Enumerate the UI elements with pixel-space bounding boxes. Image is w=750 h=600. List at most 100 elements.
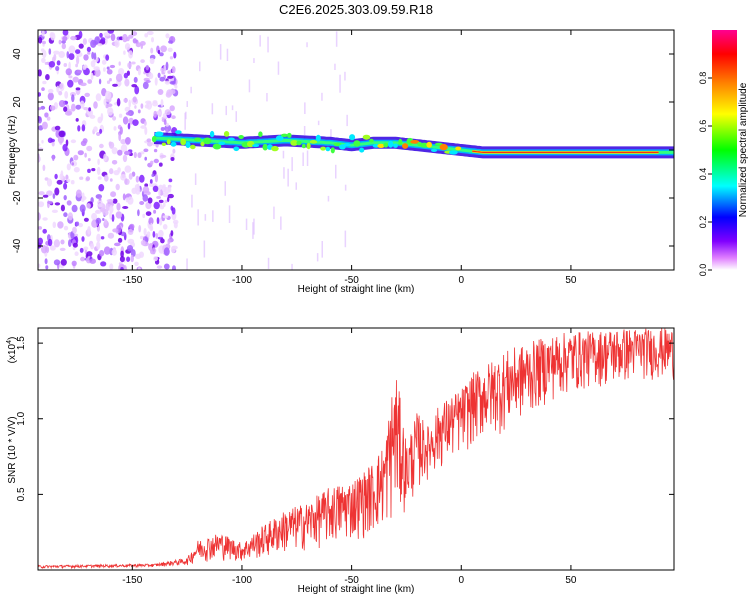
spectrogram-noise-cell [117, 237, 123, 243]
snr-x-label: Height of straight line (km) [298, 584, 415, 595]
spectrogram-track-blob [287, 132, 292, 138]
spectrogram-noise-cell [106, 80, 111, 84]
spectrogram-noise-cell [174, 84, 178, 89]
spectrogram-track-blob [343, 143, 351, 147]
spectrogram-noise-cell [105, 90, 112, 100]
spectrogram-noise-cell [162, 192, 169, 198]
spectrogram-noise-cell [50, 138, 55, 143]
spectrogram-noise-cell [59, 247, 66, 251]
spectrogram-noise-cell [135, 175, 140, 183]
spectrogram-streak [184, 112, 186, 130]
spectrogram-y-tick-label: -40 [12, 238, 23, 253]
spectrogram-noise-cell [124, 178, 130, 185]
spectrogram-noise-cell [87, 226, 91, 235]
spectrogram-streak [212, 210, 214, 222]
spectrogram-noise-cell [87, 51, 91, 55]
spectrogram-noise-cell [111, 147, 118, 155]
spectrogram-noise-cell [120, 139, 127, 145]
spectrogram-track-blob [383, 142, 389, 148]
spectrogram-noise-cell [86, 251, 93, 257]
figure-title: C2E6.2025.303.09.59.R18 [279, 2, 433, 17]
spectrogram-noise-cell [138, 225, 142, 233]
spectrogram-y-tick-label: 20 [12, 96, 23, 108]
spectrogram-noise-cell [158, 217, 163, 226]
spectrogram-noise-cell [109, 263, 114, 270]
colorbar: 0.0 0.2 0.4 0.6 0.8 Normalized spectral ampl… [698, 30, 749, 276]
spectrogram-streak [199, 61, 201, 72]
spectrogram-noise-cell [137, 152, 142, 159]
spectrogram-noise-cell [71, 103, 76, 112]
spectrogram-track-blob [252, 144, 260, 148]
spectrogram-noise-cell [68, 61, 71, 70]
spectrogram-noise-cell [151, 173, 155, 177]
spectrogram-noise-cell [84, 92, 90, 97]
spectrogram-noise-cell [122, 33, 128, 43]
spectrogram-noise-cell [78, 223, 83, 228]
spectrogram-noise-cell [71, 162, 75, 166]
spectrogram-streak [335, 164, 337, 179]
spectrogram-noise-cell [142, 186, 150, 194]
spectrogram-noise-cell [144, 104, 150, 109]
spectrogram-noise-cell [70, 92, 76, 97]
spectrogram-noise-cell [144, 127, 148, 135]
spectrogram-y-tick-label: 0 [12, 147, 23, 153]
spectrogram-noise-cell [156, 217, 160, 225]
spectrogram-noise-cell [127, 62, 132, 69]
spectrogram-noise-cell [97, 43, 103, 47]
spectrogram-noise-cell [38, 237, 43, 245]
spectrogram-noise-cell [70, 139, 77, 144]
spectrogram-noise-cell [58, 130, 66, 138]
spectrogram-noise-cell [167, 75, 174, 79]
spectrogram-noise-cell [112, 228, 119, 233]
spectrogram-streak [327, 195, 330, 202]
spectrogram-noise-cell [159, 76, 165, 82]
spectrogram-noise-cell [172, 265, 176, 270]
colorbar-label: Normalized spectral amplitude [738, 82, 749, 217]
spectrogram-noise-cell [122, 154, 128, 163]
spectrogram-noise-cell [114, 242, 121, 247]
spectrogram-noise-cell [57, 221, 64, 229]
spectrogram-streak [344, 71, 346, 81]
spectrogram-noise-cell [127, 228, 134, 235]
spectrogram-streak [228, 205, 231, 223]
spectrogram-noise-cell [99, 143, 104, 149]
spectrogram-track-blob [315, 134, 321, 142]
spectrogram-noise-cell [158, 188, 161, 197]
spectrogram-noise-cell [72, 76, 79, 83]
spectrogram-noise-cell [115, 73, 123, 83]
spectrogram-noise-cell [134, 105, 137, 109]
spectrogram-y-tick-label: 40 [12, 48, 23, 60]
spectrogram-noise-cell [103, 98, 107, 106]
spectrogram-track-blob [180, 138, 187, 146]
spectrogram-noise-cell [96, 132, 101, 136]
spectrogram-noise-cell [168, 40, 173, 44]
spectrogram-noise-cell [82, 38, 87, 45]
spectrogram-y-label: Frequency (Hz) [7, 116, 18, 185]
spectrogram-noise-cell [84, 152, 87, 158]
spectrogram-noise-cell [140, 103, 144, 109]
spectrogram-noise-cell [150, 222, 153, 230]
spectrogram-track-blob [223, 131, 230, 137]
spectrogram-noise-cell [54, 202, 61, 206]
spectrogram-noise-cell [128, 173, 133, 180]
spectrogram-track-blob [353, 140, 361, 147]
spectrogram-streak [197, 209, 199, 226]
spectrogram-noise-cell [110, 191, 117, 198]
spectrogram-track-blob [209, 130, 215, 138]
spectrogram-noise-cell [113, 126, 117, 131]
spectrogram-streak [321, 92, 323, 101]
spectrogram-track-blob [203, 137, 212, 145]
spectrogram-streak [235, 111, 237, 122]
spectrogram-streak [346, 114, 348, 127]
spectrogram-streak [282, 150, 285, 159]
spectrogram-streak [267, 257, 270, 269]
spectrogram-noise-cell [41, 57, 46, 64]
spectrogram-noise-cell [44, 258, 48, 265]
spectrogram-noise-cell [158, 229, 164, 238]
spectrogram-noise-cell [106, 66, 110, 70]
spectrogram-noise-cell [123, 50, 126, 55]
spectrogram-noise-cell [79, 247, 84, 253]
spectrogram-noise-cell [63, 225, 69, 231]
spectrogram-y-tick-label: -20 [12, 190, 23, 205]
spectrogram-noise-cell [132, 96, 137, 103]
